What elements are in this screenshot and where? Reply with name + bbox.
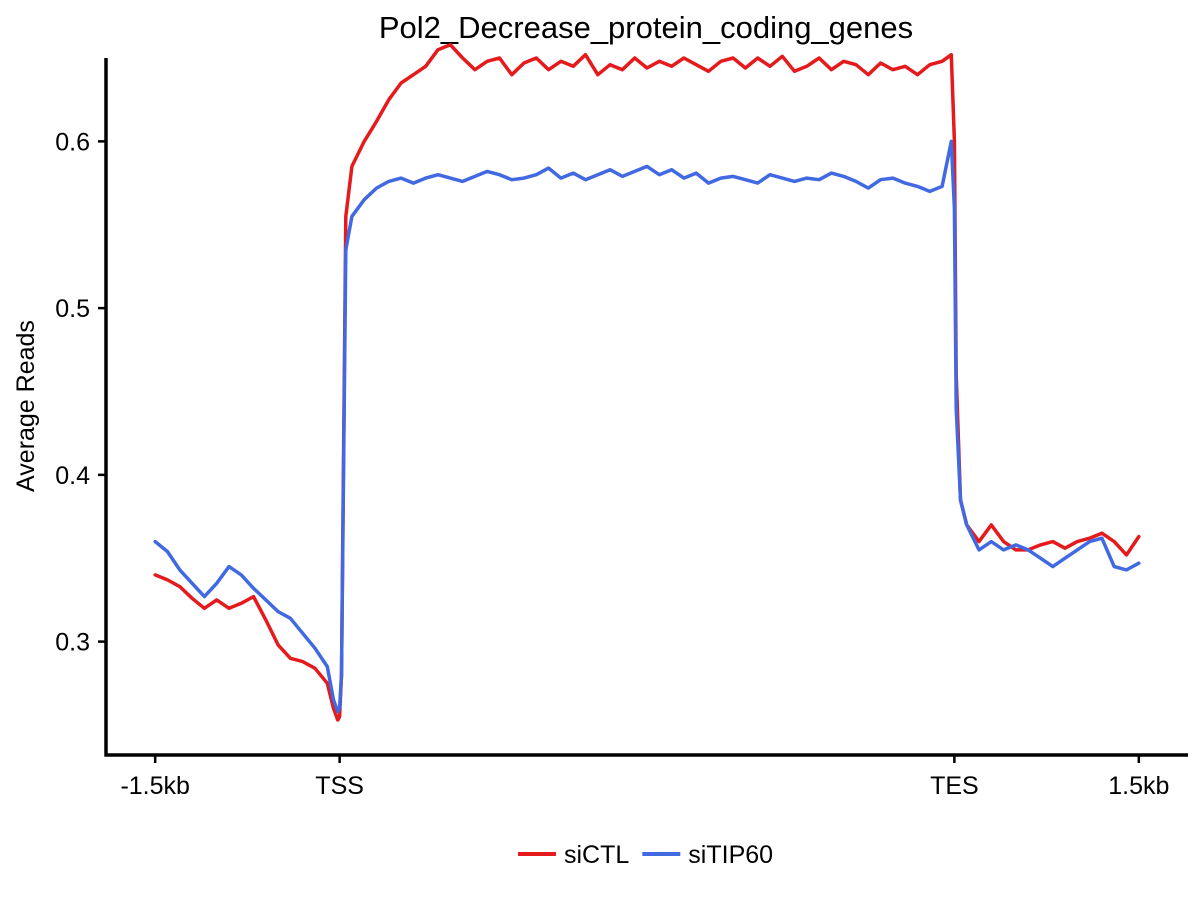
legend-label-sitip60: siTIP60 <box>688 841 773 869</box>
y-tick-label: 0.5 <box>55 295 90 323</box>
y-axis-label: Average Reads <box>12 320 40 492</box>
x-tick-label: -1.5kb <box>120 772 189 800</box>
x-tick-label: TSS <box>315 772 364 800</box>
y-tick-label: 0.3 <box>55 629 90 657</box>
x-axis: -1.5kb TSS TES 1.5kb <box>104 753 1188 800</box>
chart-title: Pol2_Decrease_protein_coding_genes <box>379 10 913 45</box>
x-tick-label: 1.5kb <box>1108 772 1169 800</box>
y-tick-label: 0.4 <box>55 462 90 490</box>
y-tick-label: 0.6 <box>55 128 90 156</box>
legend: siCTL siTIP60 <box>518 841 773 869</box>
series-line-sictl <box>153 42 1141 722</box>
legend-label-sictl: siCTL <box>564 841 629 869</box>
y-axis: 0.3 0.4 0.5 0.6 <box>55 58 108 757</box>
series-layer <box>153 42 1141 722</box>
series-line-sitip60 <box>153 139 1141 714</box>
x-tick-label: TES <box>930 772 979 800</box>
